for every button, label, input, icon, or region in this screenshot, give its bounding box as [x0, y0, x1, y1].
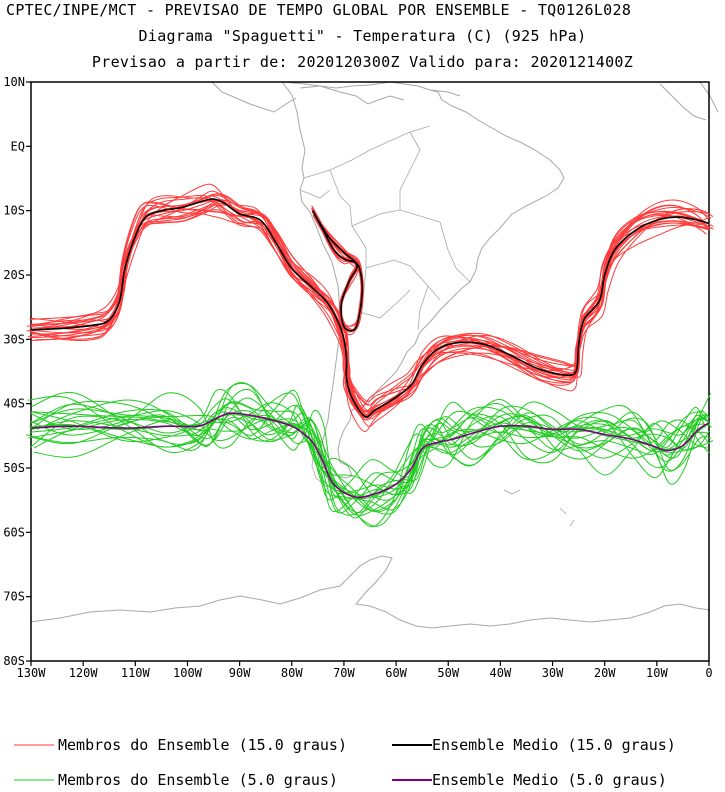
central-america-coastline [211, 81, 719, 121]
chart-title-line-2: Diagrama "Spaguetti" - Temperatura (C) (… [138, 27, 587, 45]
member-line-5c [36, 399, 706, 511]
member-lines-5c [25, 381, 714, 528]
member-line-5c [25, 382, 712, 514]
y-tick-label: 50S [3, 461, 25, 475]
x-tick-label: 30W [542, 666, 564, 680]
y-tick-label: 80S [3, 654, 25, 668]
member-line-15c [29, 195, 714, 409]
legend-label-members-5c: Membros do Ensemble (5.0 graus) [58, 771, 338, 789]
x-tick-label: 90W [229, 666, 251, 680]
chart-title-line-1: CPTEC/INPE/MCT - PREVISAO DE TEMPO GLOBA… [6, 1, 632, 19]
y-tick-label: 30S [3, 332, 25, 346]
member-line-15c [30, 200, 711, 417]
member-line-15c [31, 194, 709, 416]
x-tick-label: 60W [385, 666, 407, 680]
legend: Membros do Ensemble (15.0 graus) Ensembl… [14, 736, 676, 789]
x-tick-label: 10W [646, 666, 668, 680]
antarctica-coastline [29, 555, 711, 629]
x-axis-ticks: 130W 120W 110W 100W 90W 80W 70W 60W 50W 40W 30W 20W… [17, 661, 713, 680]
x-tick-label: 120W [69, 666, 99, 680]
coastline-map [29, 81, 719, 629]
x-tick-label: 20W [594, 666, 616, 680]
x-tick-label: 80W [281, 666, 303, 680]
map-axes [30, 81, 710, 662]
chart-title-line-3: Previsao a partir de: 2020120300Z Valido… [91, 53, 634, 71]
chile-islands-coastline [311, 439, 575, 527]
member-line-15c [30, 201, 708, 406]
country-borders [299, 125, 471, 331]
member-line-5c [30, 401, 714, 497]
member-line-15c [29, 193, 711, 421]
x-tick-label: 130W [17, 666, 47, 680]
legend-label-mean-5c: Ensemble Medio (5.0 graus) [432, 771, 667, 789]
mean-line-15c-andes [311, 210, 364, 332]
mean-line-5c [30, 412, 710, 499]
y-tick-label: 40S [3, 397, 25, 411]
member-line-15c [31, 197, 709, 419]
y-tick-label: 10S [3, 204, 25, 218]
x-tick-label: 0 [705, 666, 712, 680]
mean-line-15c [30, 198, 710, 418]
plot-frame [30, 81, 710, 662]
x-tick-label: 70W [333, 666, 355, 680]
south-america-coastline [280, 81, 565, 479]
legend-label-members-15c: Membros do Ensemble (15.0 graus) [58, 736, 347, 754]
member-line-5c [31, 406, 710, 512]
member-line-5c [33, 381, 710, 501]
y-tick-label: 60S [3, 525, 25, 539]
member-line-15c [29, 203, 711, 412]
x-tick-label: 100W [173, 666, 203, 680]
legend-label-mean-15c: Ensemble Medio (15.0 graus) [432, 736, 676, 754]
member-line-5c [31, 389, 711, 528]
y-tick-label: 20S [3, 268, 25, 282]
x-tick-label: 50W [437, 666, 459, 680]
mean-lines [30, 198, 710, 499]
y-tick-label: 70S [3, 590, 25, 604]
member-line-5c [29, 388, 712, 501]
x-tick-label: 110W [121, 666, 151, 680]
x-tick-label: 40W [490, 666, 512, 680]
member-lines-15c [26, 183, 714, 432]
member-line-15c [30, 190, 708, 427]
y-tick-label: EQ [11, 139, 25, 153]
y-axis-ticks: 10N EQ 10S 20S 30S 40S 50S 60S 70S 80S [3, 75, 31, 668]
member-line-15c [31, 200, 710, 416]
y-tick-label: 10N [3, 75, 25, 89]
